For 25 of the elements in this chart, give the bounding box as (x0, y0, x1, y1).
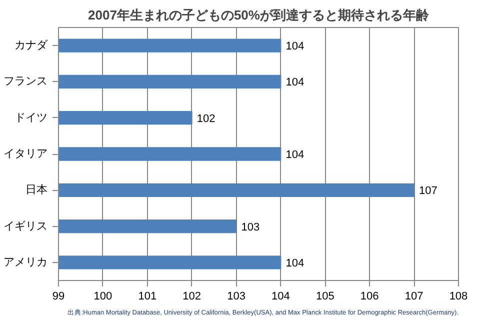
x-tick-label: 107 (404, 290, 424, 302)
data-label: 104 (286, 76, 304, 89)
x-tick-label: 101 (138, 290, 157, 302)
x-tick-label: 104 (272, 290, 290, 302)
chart-title: 2007年生まれの子どもの50%が到達すると期待される年齢 (88, 8, 430, 22)
y-tick-label: ドイツ (14, 112, 48, 124)
y-tick-label: カナダ (14, 40, 48, 52)
data-label: 104 (286, 149, 304, 161)
data-label: 104 (286, 257, 304, 270)
data-label: 107 (419, 185, 438, 198)
x-tick-label: 106 (360, 290, 379, 302)
y-tick-label: イタリア (4, 148, 48, 160)
x-tick-label: 103 (227, 290, 246, 302)
x-tick-label: 99 (52, 290, 65, 302)
x-tick-label: 102 (182, 290, 202, 302)
y-tick-label: アメリカ (4, 256, 48, 268)
x-tick-label: 100 (94, 290, 112, 302)
x-tick-label: 108 (449, 290, 468, 302)
x-tick-label: 105 (316, 290, 334, 302)
data-label: 104 (286, 40, 304, 53)
data-label: 103 (241, 221, 260, 234)
data-label: 102 (196, 112, 216, 125)
y-tick-label: 日本 (26, 183, 48, 196)
y-tick-label: フランス (4, 76, 48, 88)
y-tick-label: イギリス (4, 220, 48, 232)
